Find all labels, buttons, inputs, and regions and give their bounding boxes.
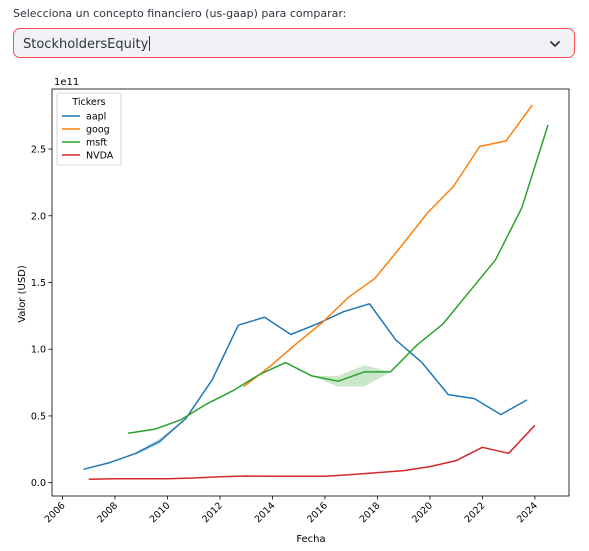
uncertainty-bands	[135, 365, 391, 455]
line-chart: 2006 2008 2010 2012 2014 2016 2018 2020 2022 2024…	[17, 77, 570, 545]
y-axis-label: Valor (USD)	[17, 265, 28, 323]
y-offset-label: 1e11	[54, 77, 79, 88]
y-tick-label: 1.0	[31, 345, 46, 356]
y-axis: 0.0 0.5 1.0 1.5 2.0 2.5	[31, 145, 52, 489]
concept-select-value: StockholdersEquity	[23, 36, 151, 52]
x-tick-label: 2020	[410, 500, 435, 525]
legend: Tickers aapl goog msft NVDA	[56, 92, 122, 166]
legend-label-nvda: NVDA	[86, 151, 114, 162]
legend-label-msft: msft	[86, 138, 107, 149]
x-tick-label: 2008	[95, 500, 120, 525]
x-tick-label: 2016	[305, 500, 330, 525]
concept-select[interactable]: StockholdersEquity	[13, 28, 575, 58]
x-tick-label: 2014	[253, 500, 278, 525]
y-tick-label: 0.0	[31, 478, 46, 489]
series-line-aapl	[83, 303, 528, 471]
y-tick-label: 2.5	[31, 145, 46, 156]
series-lines	[83, 104, 549, 481]
x-tick-label: 2018	[358, 500, 383, 525]
series-line-nvda	[88, 424, 536, 481]
series-line-msft	[127, 124, 549, 435]
chevron-down-icon	[550, 41, 560, 47]
y-tick-label: 0.5	[31, 411, 46, 422]
x-tick-label: 2010	[148, 500, 173, 525]
concept-select-label: Selecciona un concepto financiero (us-ga…	[13, 7, 347, 20]
legend-label-goog: goog	[86, 125, 110, 136]
y-tick-label: 2.0	[31, 211, 46, 222]
y-tick-label: 1.5	[31, 278, 46, 289]
legend-box	[56, 92, 122, 166]
x-axis-label: Fecha	[296, 534, 325, 545]
x-axis: 2006 2008 2010 2012 2014 2016 2018 2020 2022 2024	[43, 496, 540, 525]
plot-frame	[51, 88, 570, 497]
legend-label-aapl: aapl	[86, 112, 106, 123]
x-tick-label: 2012	[200, 500, 225, 525]
x-tick-label: 2024	[515, 500, 540, 525]
aapl-confidence-band	[135, 418, 186, 455]
series-line-goog	[243, 104, 533, 388]
legend-title: Tickers	[71, 97, 105, 108]
x-tick-label: 2006	[43, 500, 68, 525]
x-tick-label: 2022	[463, 500, 488, 525]
